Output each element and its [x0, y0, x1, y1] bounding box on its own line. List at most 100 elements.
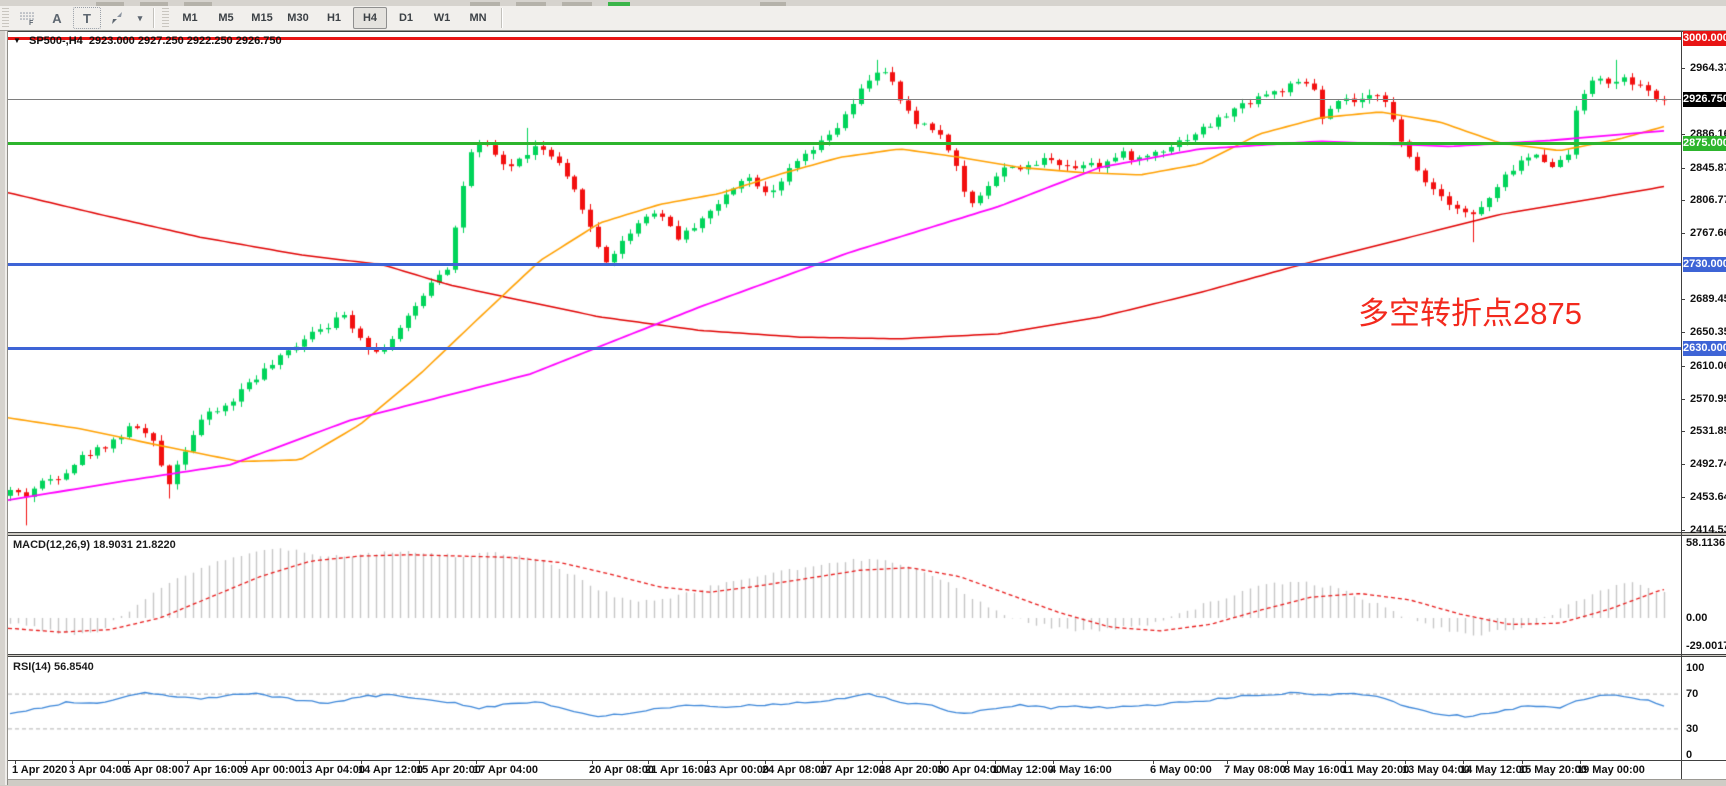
clipped-icon-fragment [470, 2, 500, 6]
macd-axis-label: 0.00 [1686, 612, 1708, 624]
time-axis-label: 1 Apr 2020 [12, 764, 68, 776]
timeframe-button-d1[interactable]: D1 [398, 12, 414, 24]
price-tick-label: 2610.060 [1690, 359, 1726, 372]
rsi-name: RSI(14) [13, 661, 51, 673]
arrows-tool-button[interactable] [103, 7, 131, 29]
timeframe-button-m1[interactable]: M1 [182, 12, 198, 24]
time-tick-mark [1053, 761, 1054, 764]
clipped-icon-fragment [96, 2, 124, 6]
price-tick-label: 2964.375 [1690, 61, 1726, 74]
clipped-icon-fragment [140, 2, 168, 6]
price-tick-label: 2806.770 [1690, 194, 1726, 207]
price-tick-label: 2650.350 [1690, 325, 1726, 338]
time-axis-label: 6 May 00:00 [1150, 764, 1212, 776]
ohlc-values: 2923.000 2927.250 2922.250 2926.750 [88, 35, 282, 47]
fibonacci-icon: F [19, 11, 34, 26]
arrows-dropdown-button[interactable]: ▾ [133, 7, 147, 29]
time-tick-mark [707, 761, 708, 764]
chart-dropdown-icon[interactable]: ▼ [13, 36, 21, 45]
time-axis-label: 1 May 12:00 [992, 764, 1054, 776]
price-badge: 2926.750 [1683, 92, 1726, 108]
rsi-value: 56.8540 [53, 661, 94, 673]
time-tick-mark [1287, 761, 1288, 764]
price-badge: 2875.000 [1683, 135, 1726, 151]
time-axis-label: 13 May 04:00 [1402, 764, 1470, 776]
rsi-axis-label: 0 [1686, 749, 1693, 761]
time-axis-label: 17 Apr 04:00 [473, 764, 539, 776]
time-tick-mark [72, 761, 73, 764]
price-tick-label: 2767.665 [1690, 227, 1726, 240]
symbol-label: SP500-,H4 [28, 35, 83, 47]
macd-value-signal: 21.8220 [135, 539, 176, 551]
price-tick-mark [1681, 464, 1685, 466]
time-axis-label: 21 Apr 16:00 [645, 764, 711, 776]
time-tick-mark [1580, 761, 1581, 764]
time-axis-label: 7 Apr 16:00 [184, 764, 243, 776]
time-axis-label: 14 Apr 12:00 [358, 764, 424, 776]
price-tick-label: 2492.745 [1690, 458, 1726, 471]
price-tick-mark [1681, 331, 1685, 333]
price-badge: 2730.000 [1683, 257, 1726, 273]
price-tick-mark [1681, 431, 1685, 433]
time-tick-mark [303, 761, 304, 764]
price-tick-label: 2570.955 [1690, 392, 1726, 405]
support-line[interactable] [8, 263, 1681, 267]
time-tick-mark [187, 761, 188, 764]
time-tick-mark [245, 761, 246, 764]
timeframe-button-m15[interactable]: M15 [251, 12, 273, 24]
price-tick-label: 2531.850 [1690, 425, 1726, 438]
price-tick-mark [1681, 365, 1685, 367]
time-axis-label: 4 May 16:00 [1050, 764, 1112, 776]
toolbar-separator [153, 8, 155, 28]
timeframe-button-w1[interactable]: W1 [433, 12, 451, 24]
time-tick-mark [1463, 761, 1464, 764]
timeframe-button-h1[interactable]: H1 [326, 12, 342, 24]
text-tool-button[interactable]: A [43, 7, 71, 29]
window-edge-strip [0, 30, 8, 785]
pivot-line[interactable] [8, 141, 1681, 145]
time-axis[interactable]: 1 Apr 2020 3 Apr 04:00 6 Apr 08:00 7 Apr 16… [7, 761, 1681, 779]
label-tool-button[interactable]: T [73, 7, 101, 29]
clipped-toolbar-row [0, 0, 1726, 6]
toolbar-separator [501, 8, 503, 28]
resistance-line[interactable] [8, 36, 1681, 40]
time-axis-label: 7 May 08:00 [1224, 764, 1286, 776]
price-tick-mark [1681, 398, 1685, 400]
price-tick-mark [1681, 298, 1685, 300]
macd-axis-label: -29.0017 [1686, 640, 1726, 652]
time-axis-label: 28 Apr 20:00 [879, 764, 945, 776]
chart-text-annotation[interactable]: 多空转折点2875 [1358, 296, 1582, 331]
toolbar-grip[interactable] [162, 8, 169, 28]
time-tick-mark [419, 761, 420, 764]
toolbar: F A T ▾ M1 M5 M15 M30 H1 H4 D1 W1 MN [0, 6, 1726, 31]
time-tick-mark [1405, 761, 1406, 764]
rsi-axis-label: 30 [1686, 722, 1699, 735]
timeframe-button-m30[interactable]: M30 [287, 12, 309, 24]
time-tick-mark [823, 761, 824, 764]
timeframe-button-group: M1 M5 M15 M30 H1 H4 D1 W1 MN [172, 7, 496, 29]
timeframe-button-m5[interactable]: M5 [218, 12, 234, 24]
price-tick-label: 2453.640 [1690, 491, 1726, 504]
time-tick-mark [1522, 761, 1523, 764]
time-tick-mark [476, 761, 477, 764]
time-axis-label: 3 Apr 04:00 [69, 764, 128, 776]
time-tick-mark [1153, 761, 1154, 764]
clipped-icon-fragment [562, 2, 592, 6]
macd-indicator-label: MACD(12,26,9) 18.9031 21.8220 [13, 539, 176, 551]
rsi-axis-label: 100 [1686, 662, 1705, 674]
toolbar-grip[interactable] [2, 8, 9, 28]
status-strip [0, 779, 1726, 786]
time-axis-label: 13 Apr 04:00 [300, 764, 366, 776]
timeframe-button-h4[interactable]: H4 [353, 7, 387, 29]
time-axis-label: 20 Apr 08:00 [589, 764, 655, 776]
time-tick-mark [995, 761, 996, 764]
current-price-line [8, 99, 1681, 101]
time-axis-label: 15 May 20:00 [1519, 764, 1587, 776]
support-line[interactable] [8, 347, 1681, 351]
fibonacci-tool-button[interactable]: F [13, 7, 41, 29]
time-axis-label: 24 Apr 08:00 [762, 764, 828, 776]
timeframe-button-mn[interactable]: MN [469, 12, 487, 24]
time-axis-label: 27 Apr 12:00 [820, 764, 886, 776]
